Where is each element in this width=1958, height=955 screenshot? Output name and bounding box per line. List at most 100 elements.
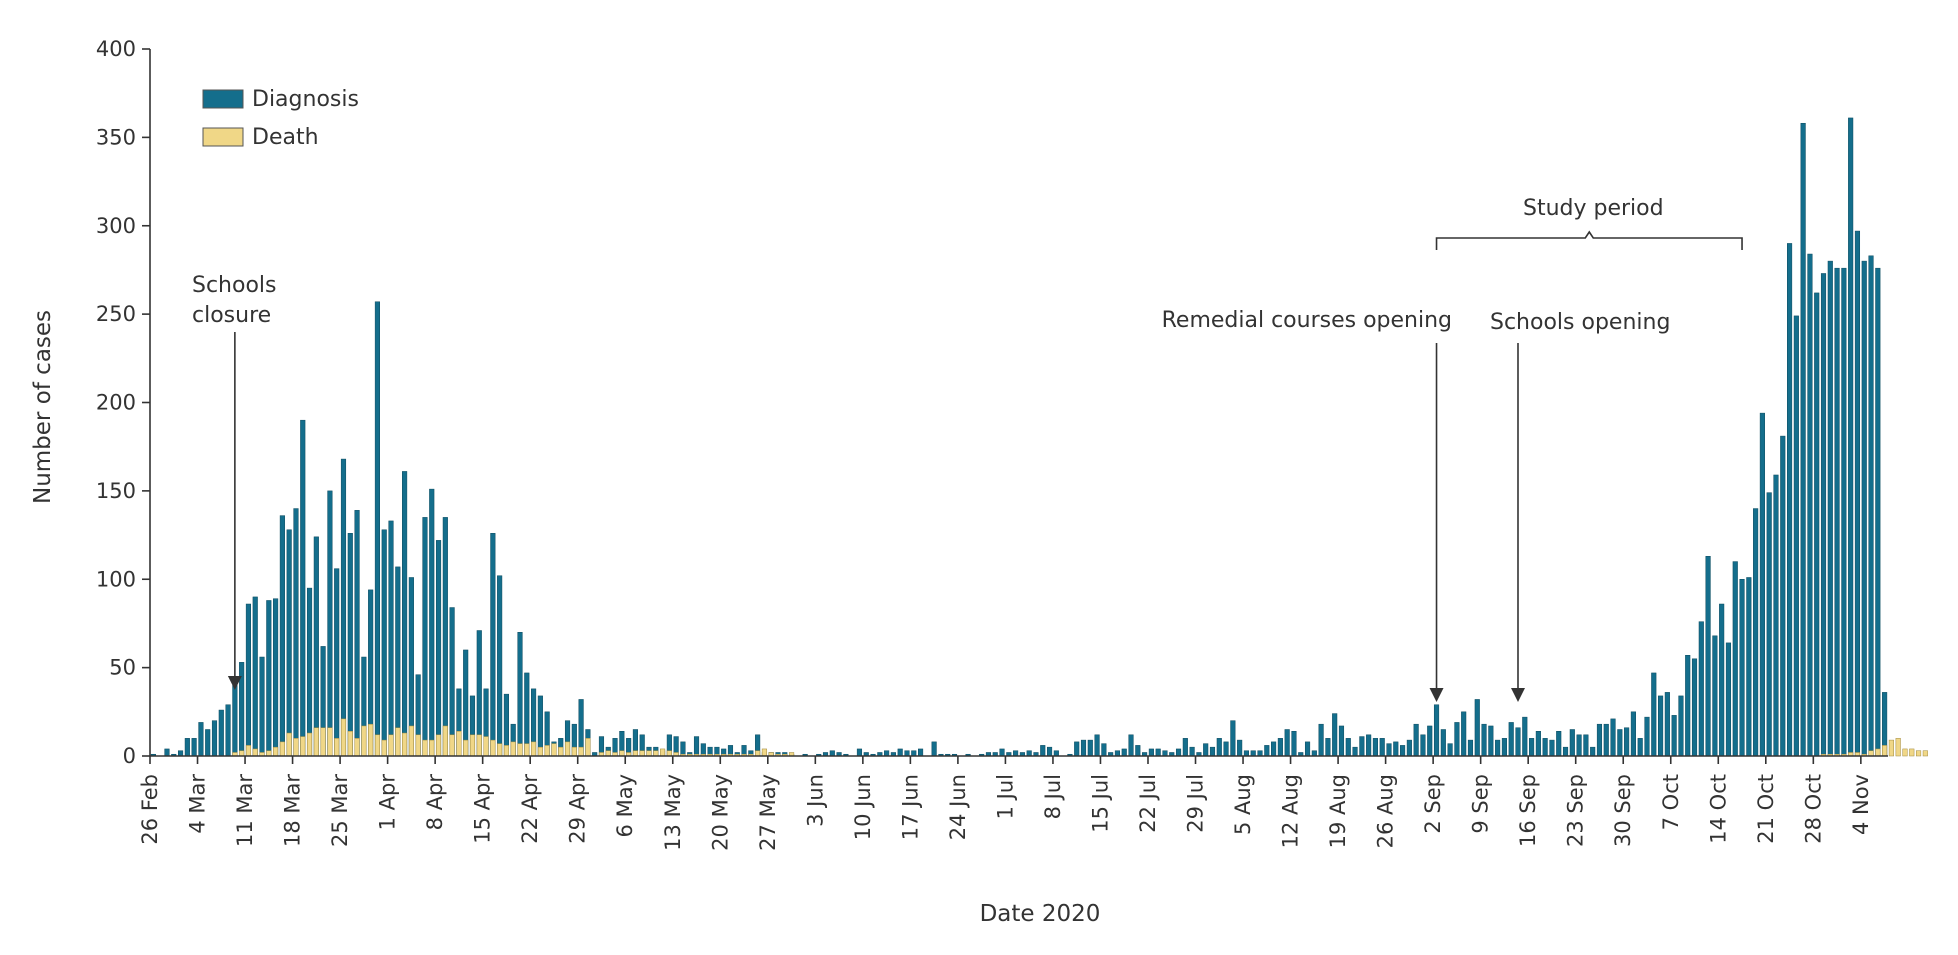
bar-diagnosis (313, 536, 319, 757)
x-tick-label: 7 Oct (1659, 774, 1683, 830)
bar-diagnosis (1189, 746, 1195, 757)
bar-diagnosis (856, 748, 863, 757)
bar-death (273, 746, 279, 757)
annotation-schools-closure-label: Schools (192, 273, 277, 298)
bar-diagnosis (1576, 734, 1582, 757)
bar-death (279, 741, 285, 757)
bar-diagnosis (374, 301, 381, 757)
bar-diagnosis (273, 598, 279, 757)
bar-death (408, 725, 414, 757)
bar-diagnosis (1420, 734, 1426, 757)
bar-death (388, 734, 394, 757)
bar-diagnosis (1820, 273, 1827, 757)
bar-death (531, 741, 537, 757)
bar-diagnosis (1087, 739, 1093, 757)
x-tick-label: 26 Aug (1374, 774, 1398, 848)
bar-diagnosis (1101, 743, 1107, 757)
bar-diagnosis (225, 704, 231, 757)
bar-diagnosis (497, 575, 503, 757)
y-tick-label: 400 (96, 37, 136, 61)
bar-death (1888, 739, 1894, 757)
x-tick-label: 1 Apr (376, 774, 400, 831)
bar-diagnosis (1800, 122, 1806, 757)
y-tick-label: 250 (96, 302, 136, 326)
annotation-schools-closure-arrow-head (227, 676, 242, 690)
bar-diagnosis (1495, 739, 1501, 757)
bar-death (578, 746, 584, 757)
bar-diagnosis (680, 741, 686, 757)
bar-death (361, 725, 367, 757)
bar-death (435, 734, 442, 757)
bar-death (1882, 745, 1888, 757)
bar-death (245, 745, 252, 757)
bar-death (497, 743, 503, 757)
bar-diagnosis (1128, 734, 1134, 757)
bar-diagnosis (347, 533, 353, 757)
bar-death (469, 734, 476, 757)
bar-diagnosis (1325, 738, 1331, 757)
bar-diagnosis (1590, 746, 1596, 757)
bar-diagnosis (1454, 722, 1460, 757)
bar-diagnosis (1203, 743, 1209, 757)
bar-diagnosis (1291, 731, 1297, 757)
bar-diagnosis (198, 722, 204, 757)
y-tick-label: 100 (96, 567, 136, 591)
bar-diagnosis (1854, 230, 1861, 757)
bar-death (1902, 748, 1908, 757)
bar-diagnosis (1121, 748, 1127, 757)
bar-diagnosis (205, 729, 211, 757)
bar-diagnosis (1759, 412, 1765, 757)
bar-diagnosis (1080, 739, 1087, 757)
bar-diagnosis (918, 748, 924, 757)
bar-diagnosis (1467, 739, 1474, 757)
x-tick-label: 15 Jul (1089, 774, 1113, 833)
bar-diagnosis (1508, 722, 1514, 757)
bar-diagnosis (334, 568, 340, 757)
bar-diagnosis (1359, 736, 1365, 757)
legend-label-death: Death (252, 125, 319, 150)
bar-death (252, 748, 258, 757)
bar-diagnosis (1671, 715, 1677, 757)
bar-death (429, 739, 435, 757)
x-axis: 26 Feb 4 Mar 11 Mar 18 Mar 25 Mar 1 Apr 8 Apr 1… (138, 755, 1888, 851)
bar-diagnosis (1501, 738, 1507, 757)
bar-diagnosis (1678, 695, 1684, 757)
x-tick-label: 21 Oct (1754, 774, 1778, 844)
bar-death (510, 741, 516, 757)
x-axis-title: Date 2020 (980, 901, 1101, 927)
bar-diagnosis (381, 529, 387, 757)
x-tick-label: 19 Aug (1326, 774, 1350, 848)
bar-diagnosis (1793, 315, 1799, 757)
x-tick-label: 2 Sep (1421, 774, 1445, 834)
bar-death (476, 734, 482, 757)
bar-diagnosis (1393, 741, 1399, 757)
x-tick-label: 8 Jul (1041, 774, 1065, 819)
annotation-schools-closure-label: closure (192, 303, 271, 328)
bar-diagnosis (517, 632, 523, 757)
bar-death (537, 746, 543, 757)
bar-diagnosis (1739, 579, 1745, 757)
bar-death (1895, 738, 1901, 757)
bar-diagnosis (897, 748, 903, 757)
bar-diagnosis (1223, 741, 1229, 757)
bar-diagnosis (931, 741, 937, 757)
bar-death (463, 739, 469, 757)
x-tick-label: 10 Jun (851, 774, 875, 840)
bar-diagnosis (1861, 260, 1867, 757)
y-tick-label: 300 (96, 214, 136, 238)
bar-diagnosis (1630, 711, 1636, 757)
bar-diagnosis (442, 517, 448, 757)
bar-death (483, 736, 489, 757)
bar-death (368, 723, 374, 757)
bar-death (340, 718, 347, 757)
x-tick-label: 17 Jun (898, 774, 922, 840)
bar-diagnosis (693, 736, 700, 757)
bar-diagnosis (1766, 492, 1772, 757)
bar-diagnosis (1603, 723, 1609, 757)
bar-death (313, 727, 319, 757)
bar-death (347, 731, 353, 757)
bar-diagnosis (1827, 260, 1833, 757)
x-tick-label: 9 Sep (1469, 774, 1493, 834)
bar-death (300, 736, 306, 757)
